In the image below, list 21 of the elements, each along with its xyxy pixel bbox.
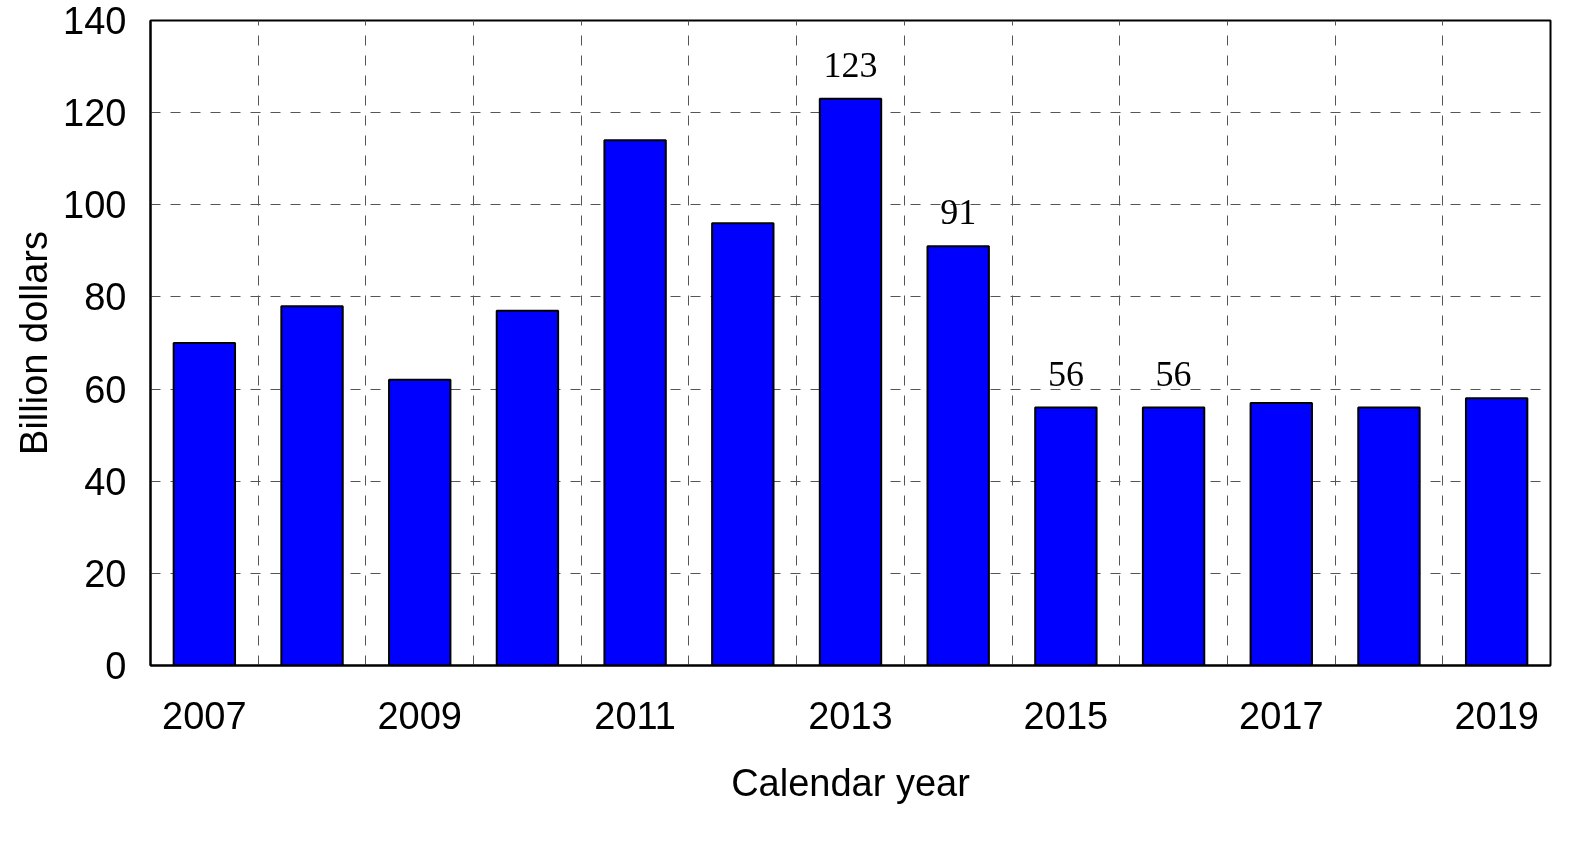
data-label: 123: [823, 44, 878, 85]
x-tick-label: 2019: [1454, 694, 1539, 737]
y-tick-label: 80: [84, 276, 127, 319]
y-tick-label: 0: [105, 645, 127, 687]
x-tick-label: 2009: [377, 694, 463, 737]
y-axis-title: Billion dollars: [13, 231, 56, 455]
x-tick-label: 2007: [162, 694, 247, 737]
data-label: 56: [1155, 353, 1192, 394]
y-tick-label: 40: [84, 460, 127, 503]
y-tick-label: 140: [63, 0, 127, 42]
x-axis-title: Calendar year: [731, 761, 971, 804]
x-tick-label: 2015: [1023, 694, 1109, 737]
y-tick-label: 120: [63, 92, 127, 135]
data-label: 56: [1047, 353, 1084, 394]
y-tick-label: 20: [84, 552, 127, 595]
y-tick-label: 60: [84, 368, 127, 411]
x-tick-label: 2011: [594, 694, 676, 737]
data-label: 91: [940, 192, 977, 233]
x-tick-label: 2013: [808, 694, 893, 737]
x-tick-label: 2017: [1239, 694, 1324, 737]
y-tick-label: 100: [63, 184, 127, 227]
